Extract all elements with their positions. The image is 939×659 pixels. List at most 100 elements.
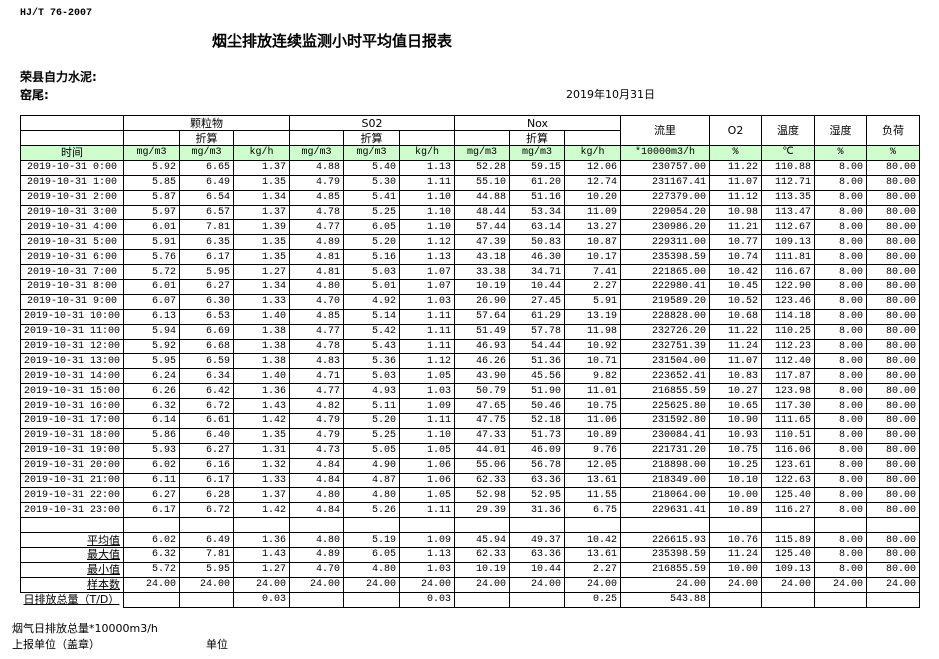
value-cell: 230757.00 <box>620 159 711 176</box>
value-cell: 13.19 <box>564 308 622 325</box>
value-cell: 24.00 <box>709 576 763 593</box>
value-cell: 4.80 <box>343 487 401 504</box>
value-cell: 80.00 <box>866 204 921 221</box>
value-cell: 8.00 <box>814 561 868 578</box>
value-cell: 55.06 <box>454 457 511 474</box>
value-cell: 10.44 <box>509 279 566 295</box>
value-cell: 6.11 <box>123 472 181 489</box>
value-cell: 10.93 <box>709 427 763 444</box>
value-cell: 1.13 <box>399 249 456 266</box>
report-title: 烟尘排放连续监测小时平均值日报表 <box>212 32 453 50</box>
header-temperature: 温度 <box>761 115 816 146</box>
unit-cell: kg/h <box>564 145 622 161</box>
value-cell: 1.10 <box>399 219 456 236</box>
value-cell: 11.22 <box>709 323 763 340</box>
value-cell: 9.82 <box>564 368 622 385</box>
value-cell: 216855.59 <box>620 383 711 400</box>
value-cell: 8.00 <box>814 368 868 385</box>
value-cell: 125.40 <box>761 487 816 504</box>
value-cell: 8.00 <box>814 159 868 176</box>
value-cell: 10.74 <box>709 249 763 266</box>
value-cell: 5.93 <box>123 442 181 459</box>
header-load: 负荷 <box>866 115 921 146</box>
value-cell: 218898.00 <box>620 457 711 474</box>
value-cell: 4.90 <box>343 457 401 474</box>
value-cell: 51.49 <box>454 323 511 340</box>
value-cell: 1.03 <box>399 293 456 310</box>
unit-cell: mg/m3 <box>123 145 181 161</box>
header-converted: 折算 <box>509 130 566 146</box>
value-cell: 8.00 <box>814 353 868 370</box>
value-cell: 235398.59 <box>620 547 711 563</box>
value-cell: 229631.41 <box>620 502 711 519</box>
value-cell: 5.20 <box>343 413 401 429</box>
value-cell: 230986.20 <box>620 219 711 236</box>
value-cell: 80.00 <box>866 174 921 191</box>
value-cell: 4.89 <box>289 547 345 563</box>
table-row-label: 2019-10-31 5:00 <box>19 234 125 251</box>
table-row-label: 2019-10-31 19:00 <box>19 442 125 459</box>
value-cell: 10.42 <box>564 532 622 549</box>
value-cell: 1.42 <box>233 502 291 519</box>
value-cell: 6.27 <box>179 442 235 459</box>
value-cell: 10.17 <box>564 249 622 266</box>
value-cell: 216855.59 <box>620 561 711 578</box>
value-cell: 6.57 <box>179 204 235 221</box>
value-cell: 1.38 <box>233 323 291 340</box>
value-cell: 4.77 <box>289 219 345 236</box>
value-cell: 13.61 <box>564 472 622 489</box>
value-cell: 123.46 <box>761 293 816 310</box>
value-cell: 10.10 <box>709 472 763 489</box>
table-row-label: 2019-10-31 20:00 <box>19 457 125 474</box>
unit-cell: mg/m3 <box>179 145 235 161</box>
value-cell: 80.00 <box>866 398 921 415</box>
value-cell: 57.78 <box>509 323 566 340</box>
value-cell: 8.00 <box>814 249 868 266</box>
value-cell: 1.11 <box>399 502 456 519</box>
table-row: 2019-10-31 14:00 6.24 6.34 1.40 4.71 5.03 1.05… <box>19 368 921 385</box>
value-cell: 1.35 <box>233 234 291 251</box>
value-cell: 1.11 <box>399 323 456 340</box>
value-cell: 10.68 <box>709 308 763 325</box>
value-cell: 231592.80 <box>620 413 711 429</box>
report-date: 2019年10月31日 <box>566 88 655 101</box>
value-cell: 1.43 <box>233 547 291 563</box>
value-cell: 6.49 <box>179 174 235 191</box>
value-cell: 225625.80 <box>620 398 711 415</box>
value-cell: 5.91 <box>564 293 622 310</box>
value-cell: 5.72 <box>123 561 181 578</box>
value-cell: 11.24 <box>709 338 763 355</box>
unit-label: 单位 <box>206 638 228 651</box>
value-cell: 10.42 <box>709 264 763 281</box>
value-cell: 24.00 <box>620 576 711 593</box>
value-cell: 112.67 <box>761 219 816 236</box>
value-cell: 116.27 <box>761 502 816 519</box>
value-cell <box>343 591 401 608</box>
value-cell: 5.01 <box>343 279 401 295</box>
value-cell: 6.02 <box>123 457 181 474</box>
value-cell: 0.03 <box>233 591 291 608</box>
value-cell: 43.18 <box>454 249 511 266</box>
value-cell: 11.98 <box>564 323 622 340</box>
value-cell: 6.05 <box>343 547 401 563</box>
value-cell: 11.01 <box>564 383 622 400</box>
value-cell: 6.72 <box>179 502 235 519</box>
value-cell: 46.09 <box>509 442 566 459</box>
value-cell: 6.59 <box>179 353 235 370</box>
value-cell: 1.34 <box>233 189 291 206</box>
value-cell: 10.00 <box>709 487 763 504</box>
value-cell: 1.10 <box>399 427 456 444</box>
value-cell: 8.00 <box>814 308 868 325</box>
header-blank <box>233 130 291 146</box>
value-cell: 5.20 <box>343 234 401 251</box>
table-row: 2019-10-31 8:00 6.01 6.27 1.34 4.80 5.01 1.07 1… <box>19 279 921 295</box>
value-cell: 5.11 <box>343 398 401 415</box>
value-cell: 50.46 <box>509 398 566 415</box>
value-cell: 5.19 <box>343 532 401 549</box>
value-cell: 1.10 <box>399 189 456 206</box>
empty-cell <box>866 517 921 534</box>
table-row: 2019-10-31 18:00 5.86 6.40 1.35 4.79 5.25 1.10… <box>19 427 921 444</box>
value-cell: 4.80 <box>343 561 401 578</box>
value-cell: 6.32 <box>123 398 181 415</box>
value-cell: 10.89 <box>709 502 763 519</box>
